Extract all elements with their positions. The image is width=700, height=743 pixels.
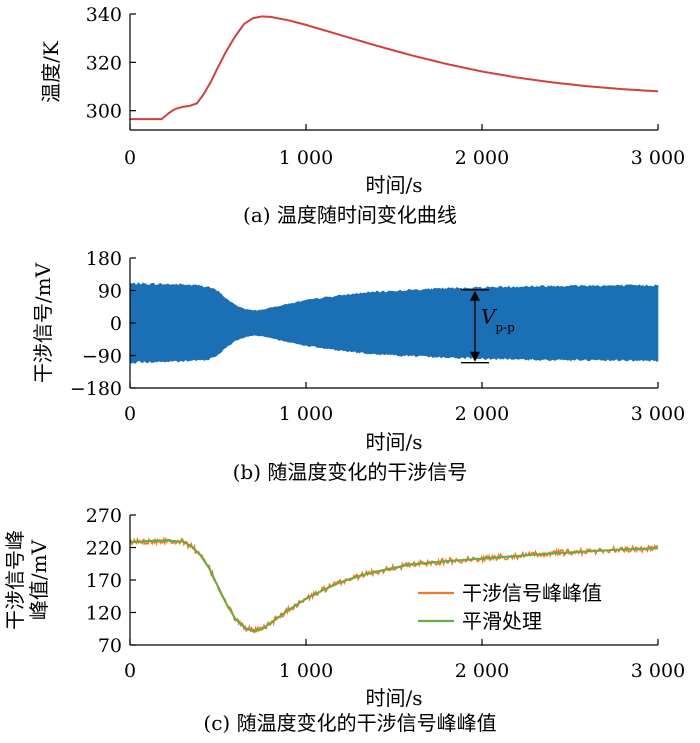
axes: 0 1 000 2 000 3 000 −180 −90 0 90 180 时间/s (b) 随温度… [70,248,685,484]
x-tick-label: 0 [124,403,136,425]
y-tick-label: 320 [86,52,122,74]
legend-label: 平滑处理 [462,609,542,633]
panel-caption: (a) 温度随时间变化曲线 [243,203,457,227]
y-axis-title: 干涉信号峰峰值/mV [3,530,51,630]
x-tick-label: 1 000 [279,147,333,169]
y-axis-title-line: 峰值/mV [27,539,51,620]
y-tick-label: 180 [86,248,122,270]
smoothed-series-line [129,539,659,633]
vpp-label-subscript: p-p [495,321,515,335]
x-tick-label: 0 [124,147,136,169]
x-tick-label: 2 000 [455,660,509,682]
x-axis-title: 时间/s [365,173,422,197]
vpp-arrow-head-down [469,351,480,362]
y-axis-title: 温度/K [39,40,63,103]
y-tick-label: −180 [70,378,122,400]
y-axis-title-line: 干涉信号峰 [3,530,27,630]
axes: 0 1 000 2 000 3 000 300 320 340 时间/s (a) 温度随时间变化… [86,4,685,227]
y-tick-label: 120 [86,603,122,625]
panel-a: 0 1 000 2 000 3 000 300 320 340 时间/s (a) 温度随时间变化… [39,4,685,227]
panel-c: 0 1 000 2 000 3 000 70 120 170 220 270 时间/s(c) 随温… [3,505,685,735]
x-tick-label: 1 000 [279,660,333,682]
y-tick-label: 270 [86,505,122,527]
y-tick-label: 90 [98,281,122,303]
y-tick-label: 0 [110,313,122,335]
x-tick-label: 3 000 [631,403,685,425]
x-tick-label: 3 000 [631,147,685,169]
x-tick-label: 0 [124,660,136,682]
y-axis-title: 干涉信号/mV [31,262,55,383]
axes: 0 1 000 2 000 3 000 70 120 170 220 270 时间/s(c) 随温… [86,505,685,735]
y-tick-label: 220 [86,538,122,560]
temperature-series-line [130,15,659,121]
vpp-arrow-head-up [469,290,480,301]
x-axis-title: 时间/s [365,686,422,710]
x-tick-label: 2 000 [455,403,509,425]
panel-caption: (b) 随温度变化的干涉信号 [233,460,468,484]
legend-label: 干涉信号峰峰值 [462,581,602,605]
y-tick-label: −90 [82,346,122,368]
x-tick-label: 3 000 [631,660,685,682]
y-tick-label: 70 [98,635,122,657]
x-axis-title: 时间/s [365,430,422,454]
x-tick-label: 2 000 [455,147,509,169]
panel-caption: (c) 随温度变化的干涉信号峰峰值 [203,711,496,735]
y-tick-label: 170 [86,570,122,592]
y-tick-label: 300 [86,101,122,123]
panel-b: 0 1 000 2 000 3 000 −180 −90 0 90 180 时间/s (b) 随温度… [31,248,685,484]
y-tick-label: 340 [86,4,122,26]
interference-signal-band [129,282,659,364]
x-tick-label: 1 000 [279,403,333,425]
